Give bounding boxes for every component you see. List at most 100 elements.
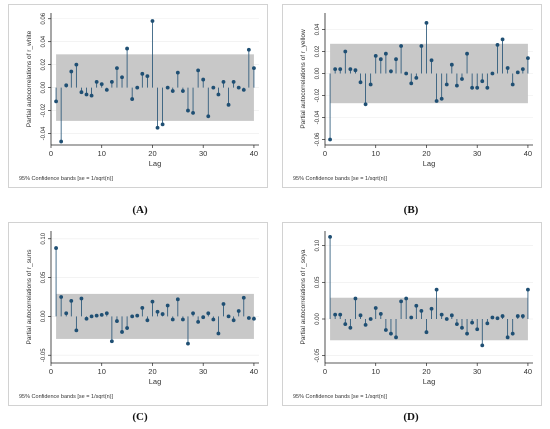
pacf-point	[389, 69, 393, 74]
y-tick-label: -0.02	[41, 103, 47, 117]
panel-label-d: (D)	[403, 411, 419, 423]
pacf-point	[54, 99, 58, 104]
pacf-point	[424, 330, 429, 335]
pacf-point	[181, 89, 185, 93]
pacf-point	[470, 85, 475, 90]
y-axis-title: Partial autocorrelations of r_yellow	[300, 29, 307, 129]
pacf-point	[333, 67, 338, 71]
x-tick-label: 0	[49, 149, 53, 158]
y-tick-label: -0.02	[315, 88, 321, 102]
pacf-point	[64, 311, 69, 316]
pacf-point	[378, 57, 383, 62]
x-tick-label: 20	[148, 149, 156, 158]
pacf-point	[109, 339, 114, 344]
pacf-point	[475, 327, 480, 332]
pacf-point	[109, 79, 114, 84]
pacf-point	[84, 316, 89, 321]
x-axis-title: Lag	[149, 159, 162, 168]
pacf-point	[363, 102, 368, 107]
pacf-point	[84, 92, 89, 97]
pacf-point	[358, 80, 363, 85]
x-axis-title: Lag	[423, 159, 436, 168]
pacf-point	[500, 37, 505, 42]
pacf-point	[231, 318, 236, 323]
pacf-point	[130, 314, 135, 319]
y-tick-label: 0.00	[41, 310, 47, 322]
pacf-point	[160, 122, 165, 127]
pacf-point	[363, 322, 368, 327]
pacf-point	[353, 68, 358, 73]
pacf-point	[490, 71, 495, 76]
pacf-point	[424, 21, 429, 25]
pacf-point	[226, 102, 231, 107]
x-tick-label: 40	[524, 149, 532, 158]
pacf-point	[449, 62, 454, 67]
pacf-point	[246, 47, 251, 52]
y-tick-label: 0.00	[315, 67, 321, 79]
pacf-point	[333, 312, 338, 317]
pacf-point	[181, 317, 185, 322]
acf-panel-b: -0.06 -0.04 -0.02 0.00 0.02 0.04 0 10 20 30 40 Part…	[282, 4, 542, 188]
y-tick-label: 0.05	[315, 276, 321, 288]
pacf-point	[89, 314, 94, 319]
pacf-point	[383, 51, 388, 56]
pacf-point	[252, 66, 256, 70]
confidence-band	[330, 297, 528, 341]
x-tick-label: 40	[250, 149, 258, 158]
pacf-point	[449, 313, 454, 318]
pacf-point	[419, 44, 424, 48]
panel-label-b: (B)	[403, 204, 419, 216]
pacf-point	[186, 108, 190, 113]
pacf-point	[419, 309, 424, 313]
panel-label-a: (A)	[132, 204, 148, 216]
pacf-point	[429, 306, 434, 311]
y-tick-label: 0.10	[41, 232, 47, 244]
pacf-point	[343, 322, 348, 327]
pacf-point	[94, 313, 99, 318]
pacf-point	[394, 57, 398, 62]
pacf-point	[368, 317, 373, 321]
pacf-point	[175, 70, 180, 75]
pacf-point	[226, 314, 231, 319]
pacf-point	[64, 83, 69, 88]
pacf-point	[211, 85, 216, 90]
pacf-point	[485, 85, 490, 90]
pacf-chart-r-white: -0.04 -0.02 0.00 0.02 0.04 0.06 0 10 20 30 40 Parti…	[19, 12, 259, 182]
confidence-band-note: 95% Confidence bands [se = 1/sqrt(n)]	[19, 176, 113, 182]
x-tick-label: 40	[250, 367, 258, 376]
pacf-point	[74, 328, 79, 333]
pacf-point	[231, 79, 236, 84]
pacf-point	[505, 66, 510, 70]
pacf-point	[246, 316, 251, 320]
pacf-point	[79, 296, 84, 301]
pacf-point	[444, 82, 449, 87]
pacf-point	[353, 296, 358, 301]
pacf-point	[409, 81, 414, 86]
pacf-point	[196, 68, 201, 73]
pacf-point	[165, 85, 170, 90]
y-axis-title: Partial autocorrelations of r_white	[26, 30, 33, 127]
confidence-band	[330, 43, 528, 104]
pacf-point	[191, 311, 195, 316]
x-tick-label: 30	[199, 367, 207, 376]
x-tick-label: 30	[473, 149, 481, 158]
x-tick-label: 30	[473, 367, 481, 376]
pacf-point	[211, 317, 216, 322]
pacf-point	[150, 299, 155, 304]
pacf-point	[358, 313, 363, 318]
pacf-point	[104, 311, 109, 316]
y-axis-title: Partial autocorrelations of r_suns	[26, 249, 33, 345]
pacf-point	[201, 77, 206, 82]
pacf-point	[465, 51, 469, 56]
pacf-point	[475, 85, 480, 90]
pacf-point	[104, 88, 109, 92]
pacf-point	[348, 325, 353, 330]
pacf-point	[115, 66, 119, 70]
pacf-point	[145, 74, 150, 79]
pacf-point	[505, 335, 510, 340]
pacf-point	[94, 79, 99, 84]
y-tick-label: -0.04	[315, 110, 321, 124]
y-tick-label: 0.04	[41, 35, 47, 47]
x-tick-label: 10	[372, 149, 380, 158]
pacf-point	[241, 88, 246, 92]
